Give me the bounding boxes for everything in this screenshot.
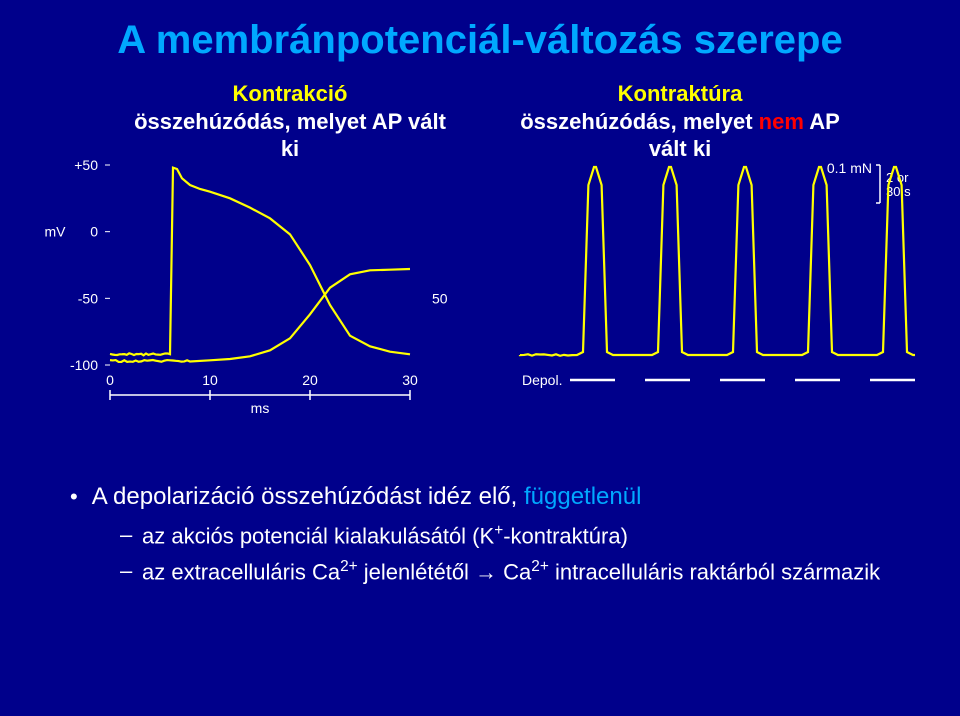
bullet-dot-icon: •	[70, 480, 78, 513]
right-sub-line1: Kontraktúra	[500, 80, 860, 108]
right-sub-prefix: összehúzódás, melyet	[520, 109, 758, 134]
sub1-suffix: -kontraktúra)	[503, 523, 628, 548]
svg-text:mV: mV	[45, 224, 67, 240]
svg-text:+50: +50	[74, 157, 98, 173]
svg-text:0: 0	[106, 372, 114, 388]
svg-text:20: 20	[302, 372, 318, 388]
left-chart: +50 0 -50 -100 mV 50 mg 0 10 20 30 ms	[30, 155, 450, 415]
sub2-sup2: 2+	[531, 558, 549, 575]
right-subtitle: Kontraktúra összehúzódás, melyet nem AP …	[500, 80, 860, 163]
dash-icon: –	[120, 556, 142, 587]
svg-text:Depol.: Depol.	[522, 372, 562, 388]
svg-text:0: 0	[90, 224, 98, 240]
bullet-main-highlight: függetlenül	[524, 483, 641, 510]
sub2-suffix: intracelluláris raktárból származik	[549, 559, 880, 584]
sub-bullet-2: – az extracelluláris Ca2+ jelenlététől →…	[120, 556, 890, 588]
sub1-sup: +	[494, 522, 503, 539]
left-subtitle: Kontrakció összehúzódás, melyet AP vált …	[130, 80, 450, 163]
svg-text:ms: ms	[251, 400, 270, 415]
slide-title: A membránpotenciál-változás szerepe	[0, 18, 960, 63]
dash-icon: –	[120, 520, 142, 551]
bullet-main: • A depolarizáció összehúzódást idéz elő…	[70, 480, 890, 514]
svg-text:10: 10	[202, 372, 218, 388]
left-sub-line1: Kontrakció	[130, 80, 450, 108]
bullet-block: • A depolarizáció összehúzódást idéz elő…	[70, 480, 890, 592]
sub2-text: az extracelluláris Ca2+ jelenlététől → C…	[142, 556, 880, 588]
sub2-mid: jelenlététől → Ca	[358, 559, 532, 584]
right-sub-nem: nem	[759, 109, 804, 134]
right-chart: 0.1 mN2 or30 sDepol.	[500, 155, 920, 415]
svg-text:50 mg: 50 mg	[432, 290, 450, 306]
sub2-sup1: 2+	[340, 558, 358, 575]
bullet-main-text: A depolarizáció összehúzódást idéz elő, …	[92, 480, 642, 514]
sub2-prefix: az extracelluláris Ca	[142, 559, 340, 584]
sub1-text: az akciós potenciál kialakulásától (K+-k…	[142, 520, 628, 552]
sub-bullet-1: – az akciós potenciál kialakulásától (K+…	[120, 520, 890, 552]
svg-text:30 s: 30 s	[886, 184, 911, 199]
svg-text:0.1 mN: 0.1 mN	[827, 160, 872, 176]
svg-text:30: 30	[402, 372, 418, 388]
svg-text:-100: -100	[70, 357, 98, 373]
svg-text:-50: -50	[78, 290, 98, 306]
bullet-main-prefix: A depolarizáció összehúzódást idéz elő,	[92, 483, 524, 510]
sub1-prefix: az akciós potenciál kialakulásától (K	[142, 523, 494, 548]
